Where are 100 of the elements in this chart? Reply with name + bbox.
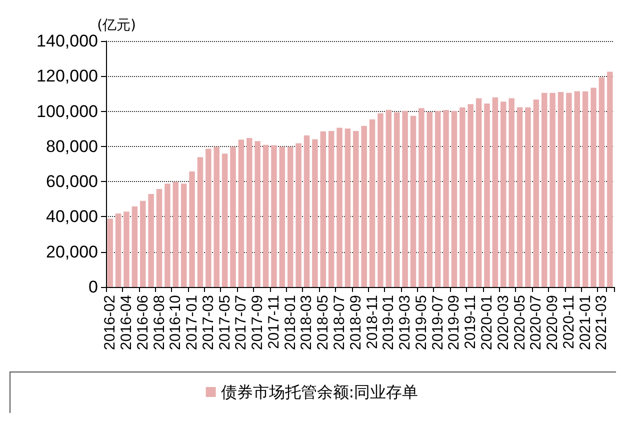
bar xyxy=(124,212,130,287)
x-tick-label: 2018-05 xyxy=(314,295,332,350)
bar xyxy=(271,145,277,287)
x-tick-label: 2020-11 xyxy=(560,295,578,349)
bar xyxy=(541,92,548,287)
bar xyxy=(378,113,384,287)
x-tick-label: 2018-01 xyxy=(282,295,299,350)
bar xyxy=(172,182,179,287)
bar xyxy=(279,146,286,287)
bar xyxy=(197,157,204,287)
x-tick-label: 2016-04 xyxy=(118,295,135,350)
x-tick-label: 2016-08 xyxy=(150,295,168,350)
y-tick-label: 60,000 xyxy=(46,172,98,192)
x-tick-label: 2018-09 xyxy=(347,295,364,350)
x-tick-label: 2021-03 xyxy=(593,295,610,350)
x-tick-label: 2019-07 xyxy=(429,295,446,350)
x-tick-label: 2019-03 xyxy=(396,295,414,350)
bar xyxy=(590,88,596,287)
bar xyxy=(336,128,342,287)
x-tick-label: 2017-03 xyxy=(200,295,217,350)
bar xyxy=(418,108,424,287)
bar xyxy=(107,218,113,287)
x-tick-label: 2021-01 xyxy=(576,295,594,350)
bar xyxy=(246,138,252,287)
bar xyxy=(533,100,540,287)
x-tick-label: 2016-10 xyxy=(167,295,184,350)
bar xyxy=(492,97,498,287)
bar xyxy=(164,184,170,287)
bar xyxy=(550,92,556,287)
legend-label: 债券市场托管余额:同业存单 xyxy=(220,382,418,402)
bar xyxy=(180,184,187,287)
x-tick-label: 2017-11 xyxy=(265,295,282,349)
y-tick-label: 0 xyxy=(88,278,98,296)
bar xyxy=(320,131,326,287)
x-tick-label: 2017-01 xyxy=(184,295,201,350)
x-tick-label: 2018-11 xyxy=(364,295,381,349)
bar xyxy=(402,110,408,287)
y-tick-label: 20,000 xyxy=(46,242,98,262)
x-tick-label: 2020-05 xyxy=(511,295,528,350)
x-tick-label: 2020-07 xyxy=(528,295,545,350)
x-tick-label: 2019-09 xyxy=(446,295,463,350)
x-tick-label: 2016-06 xyxy=(134,295,152,350)
bar xyxy=(361,126,367,287)
bar xyxy=(582,91,588,287)
bar xyxy=(296,143,302,287)
y-axis-title: (亿元) xyxy=(97,18,136,34)
bar xyxy=(451,110,458,287)
bar xyxy=(500,102,506,287)
bar xyxy=(156,188,162,287)
bar xyxy=(476,98,482,287)
y-tick-label: 120,000 xyxy=(36,66,98,86)
x-tick-label: 2020-01 xyxy=(478,295,496,350)
bar xyxy=(312,139,318,287)
bar xyxy=(230,146,236,287)
bar xyxy=(214,146,220,287)
bar xyxy=(410,116,416,287)
bar xyxy=(607,72,613,287)
y-tick-label: 40,000 xyxy=(46,207,98,226)
bar xyxy=(508,98,514,287)
x-tick-label: 2017-05 xyxy=(216,295,234,350)
bar xyxy=(558,92,564,287)
bar xyxy=(574,91,580,287)
x-tick-label: 2018-03 xyxy=(298,295,316,350)
bar xyxy=(426,112,433,287)
bar xyxy=(394,112,400,287)
bar xyxy=(566,92,572,287)
y-tick-label: 80,000 xyxy=(46,136,98,156)
bar xyxy=(140,200,146,287)
bar xyxy=(460,107,466,287)
x-tick-label: 2017-09 xyxy=(249,295,266,350)
bar xyxy=(353,130,359,287)
x-tick-label: 2019-05 xyxy=(412,295,430,350)
bar xyxy=(369,119,376,287)
bar xyxy=(468,104,474,287)
bar xyxy=(386,110,392,287)
bar xyxy=(598,77,605,287)
bar xyxy=(287,146,294,287)
bar xyxy=(304,135,310,287)
x-tick-label: 2016-02 xyxy=(102,295,119,350)
bar xyxy=(206,148,212,287)
y-tick-label: 100,000 xyxy=(36,102,98,121)
x-tick-label: 2018-07 xyxy=(331,295,348,350)
bar xyxy=(148,194,154,287)
bar xyxy=(262,144,269,287)
bar xyxy=(434,110,441,287)
bar xyxy=(344,128,351,287)
bar xyxy=(254,141,260,287)
bar xyxy=(238,140,244,287)
x-tick-label: 2020-09 xyxy=(544,295,562,350)
x-tick-label: 2020-03 xyxy=(494,295,512,350)
bar xyxy=(328,130,334,287)
bar xyxy=(132,206,138,287)
bar xyxy=(484,104,490,287)
x-tick-label: 2019-11 xyxy=(462,295,480,349)
y-tick-label: 140,000 xyxy=(36,32,98,50)
bar xyxy=(189,171,195,287)
bar xyxy=(443,110,449,287)
x-tick-label: 2017-07 xyxy=(232,295,250,350)
bar xyxy=(516,107,523,287)
bar xyxy=(222,154,228,287)
